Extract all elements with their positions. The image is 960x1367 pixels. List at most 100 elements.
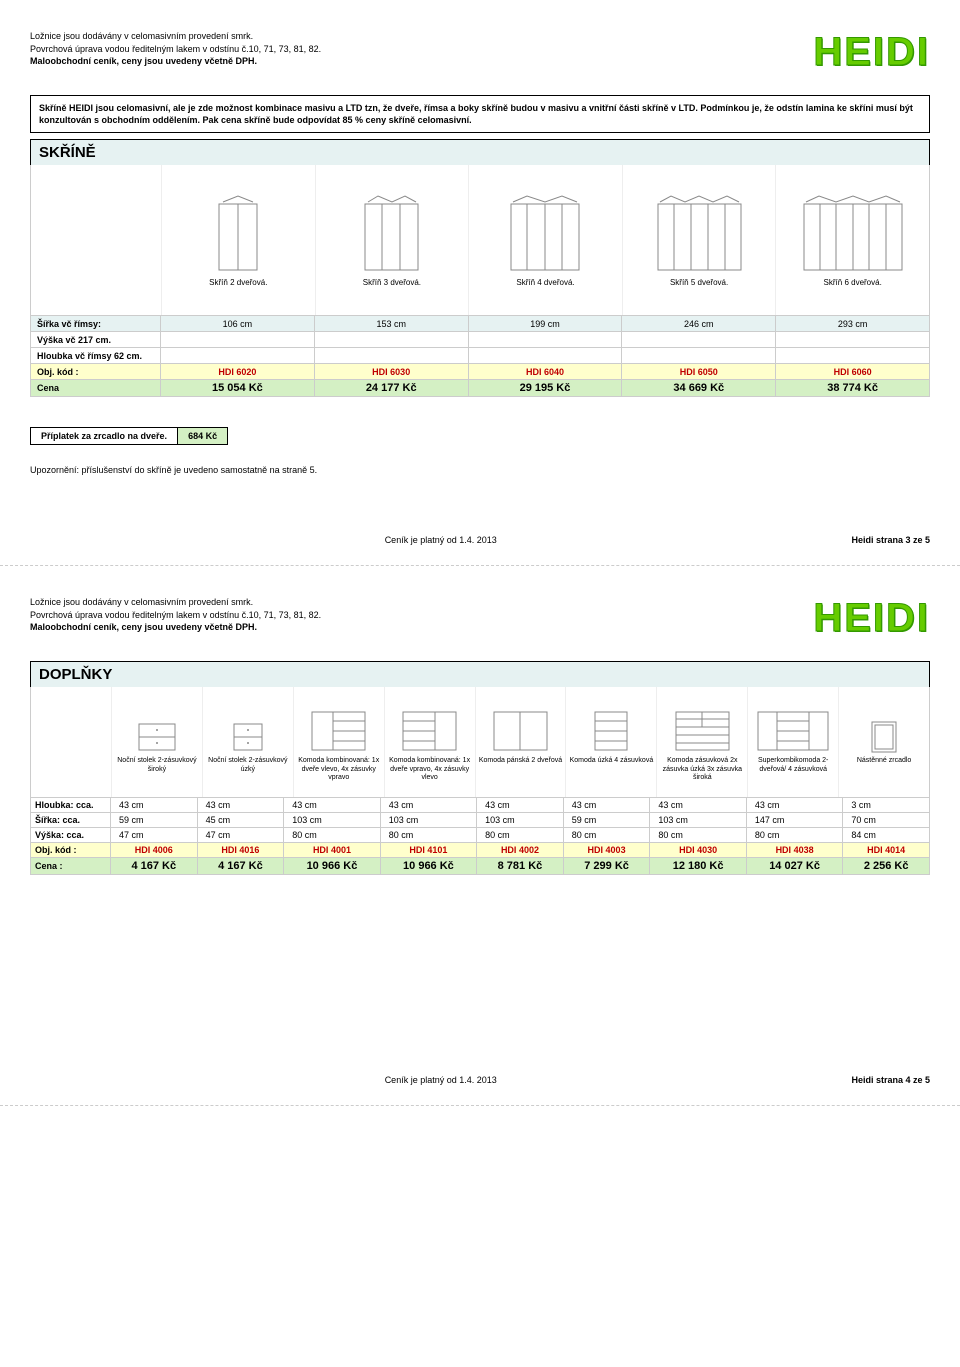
dresser-combo-left-icon: [311, 711, 366, 753]
dop-cap-0: Noční stolek 2-zásuvkový široký: [114, 757, 200, 789]
w1: 153 cm: [314, 316, 468, 332]
skrin-col-0: Skříň 2 dveřová.: [161, 165, 315, 315]
row-height: Výška vč 217 cm.: [31, 332, 930, 348]
intro-box: Skříně HEIDI jsou celomasivní, ale je zd…: [30, 95, 930, 133]
dop-col-5: Komoda úzká 4 zásuvková: [565, 687, 656, 797]
skrin-col-2: Skříň 4 dveřová.: [468, 165, 622, 315]
dresser-narrow-4drawer-icon: [594, 711, 628, 753]
caption: Skříň 4 dveřová.: [516, 278, 574, 287]
skrine-products: Skříň 2 dveřová. Skříň 3 dveřová. Skříň …: [30, 165, 930, 315]
row-dop-code: Obj. kód : HDI 4006HDI 4016HDI 4001HDI 4…: [31, 843, 930, 858]
header-line3: Maloobchodní ceník, ceny jsou uvedeny vč…: [30, 621, 321, 634]
p1: 24 177 Kč: [314, 380, 468, 397]
dresser-combo-right-icon: [402, 711, 457, 753]
width-label: Šířka vč římsy:: [31, 316, 161, 332]
dop-price-label: Cena :: [31, 858, 111, 875]
code-label: Obj. kód :: [31, 364, 161, 380]
dop-code-label: Obj. kód :: [31, 843, 111, 858]
caption: Skříň 6 dveřová.: [824, 278, 882, 287]
dop-cap-8: Nástěnné zrcadlo: [857, 757, 911, 789]
p3: 34 669 Kč: [622, 380, 776, 397]
price-label: Cena: [31, 380, 161, 397]
wardrobe-4-icon: [510, 194, 580, 272]
skrin-col-1: Skříň 3 dveřová.: [315, 165, 469, 315]
footer-left: Ceník je platný od 1.4. 2013: [385, 1075, 497, 1085]
extra-label: Příplatek za zrcadlo na dveře.: [31, 428, 177, 444]
header-text-4: Ložnice jsou dodávány v celomasivním pro…: [30, 596, 321, 634]
skrin-col-3: Skříň 5 dveřová.: [622, 165, 776, 315]
w4: 293 cm: [776, 316, 930, 332]
nightstand-narrow-icon: [233, 723, 263, 753]
page-3: Ložnice jsou dodávány v celomasivním pro…: [0, 0, 960, 566]
p2: 29 195 Kč: [468, 380, 622, 397]
c1: HDI 6030: [314, 364, 468, 380]
dop-col-8: Nástěnné zrcadlo: [838, 687, 929, 797]
depth-label: Hloubka vč římsy 62 cm.: [31, 348, 161, 364]
heidi-logo: HEIDI: [813, 30, 930, 75]
row-dop-price: Cena : 4 167 Kč4 167 Kč10 966 Kč10 966 K…: [31, 858, 930, 875]
header-line2: Povrchová úprava vodou ředitelným lakem …: [30, 609, 321, 622]
c4: HDI 6060: [776, 364, 930, 380]
section-title-skrine: SKŘÍNĚ: [30, 139, 930, 165]
mirror-surcharge-box: Příplatek za zrcadlo na dveře. 684 Kč: [30, 427, 228, 445]
header-line1: Ložnice jsou dodávány v celomasivním pro…: [30, 30, 321, 43]
footer-right: Heidi strana 4 ze 5: [851, 1075, 930, 1085]
c2: HDI 6040: [468, 364, 622, 380]
page-footer-3: Ceník je platný od 1.4. 2013 Heidi stran…: [30, 535, 930, 545]
w3: 246 cm: [622, 316, 776, 332]
sirka-label: Šířka: cca.: [31, 813, 111, 828]
dop-col-6: Komoda zásuvková 2x zásuvka úzká 3x zásu…: [656, 687, 747, 797]
nightstand-wide-icon: [138, 723, 176, 753]
w0: 106 cm: [161, 316, 315, 332]
header-line1: Ložnice jsou dodávány v celomasivním pro…: [30, 596, 321, 609]
dop-col-0: Noční stolek 2-zásuvkový široký: [111, 687, 202, 797]
height-label: Výška vč 217 cm.: [31, 332, 161, 348]
wardrobe-6-icon: [803, 194, 903, 272]
skrine-data-table: Šířka vč římsy: 106 cm 153 cm 199 cm 246…: [30, 315, 930, 397]
page-header-4: Ložnice jsou dodávány v celomasivním pro…: [30, 596, 930, 641]
skrin-col-4: Skříň 6 dveřová.: [775, 165, 929, 315]
page-4: Ložnice jsou dodávány v celomasivním pro…: [0, 566, 960, 1106]
note-text: Upozornění: příslušenství do skříně je u…: [30, 465, 930, 475]
caption: Skříň 2 dveřová.: [209, 278, 267, 287]
row-code: Obj. kód : HDI 6020 HDI 6030 HDI 6040 HD…: [31, 364, 930, 380]
dop-col-1: Noční stolek 2-zásuvkový úzký: [202, 687, 293, 797]
caption: Skříň 3 dveřová.: [363, 278, 421, 287]
dop-col-4: Komoda pánská 2 dveřová: [475, 687, 566, 797]
row-sirka: Šířka: cca. 59 cm45 cm103 cm103 cm103 cm…: [31, 813, 930, 828]
dop-cap-4: Komoda pánská 2 dveřová: [479, 757, 562, 789]
dop-cap-3: Komoda kombinovaná: 1x dveře vpravo, 4x …: [387, 757, 473, 789]
wardrobe-5-icon: [657, 194, 742, 272]
p0: 15 054 Kč: [161, 380, 315, 397]
wall-mirror-icon: [871, 721, 897, 753]
vyska-label: Výška: cca.: [31, 828, 111, 843]
dresser-drawers-mixed-icon: [675, 711, 730, 753]
dop-col-7: Superkombikomoda 2-dveřová/ 4 zásuvková: [747, 687, 838, 797]
extra-value: 684 Kč: [177, 428, 227, 444]
dop-cap-2: Komoda kombinovaná: 1x dveře vlevo, 4x z…: [296, 757, 382, 789]
header-text: Ložnice jsou dodávány v celomasivním pro…: [30, 30, 321, 68]
superkombi-dresser-icon: [757, 711, 829, 753]
c0: HDI 6020: [161, 364, 315, 380]
dop-cap-1: Noční stolek 2-zásuvkový úzký: [205, 757, 291, 789]
dop-cap-7: Superkombikomoda 2-dveřová/ 4 zásuvková: [750, 757, 836, 789]
dop-col-3: Komoda kombinovaná: 1x dveře vpravo, 4x …: [384, 687, 475, 797]
page-footer-4: Ceník je platný od 1.4. 2013 Heidi stran…: [30, 1075, 930, 1085]
doplnky-data-table: Hloubka: cca. 43 cm43 cm43 cm43 cm43 cm4…: [30, 797, 930, 875]
c3: HDI 6050: [622, 364, 776, 380]
w2: 199 cm: [468, 316, 622, 332]
row-vyska: Výška: cca. 47 cm47 cm80 cm80 cm80 cm80 …: [31, 828, 930, 843]
p4: 38 774 Kč: [776, 380, 930, 397]
heidi-logo: HEIDI: [813, 596, 930, 641]
row-price: Cena 15 054 Kč 24 177 Kč 29 195 Kč 34 66…: [31, 380, 930, 397]
caption: Skříň 5 dveřová.: [670, 278, 728, 287]
section-title-doplnky: DOPLŇKY: [30, 661, 930, 687]
dop-cap-5: Komoda úzká 4 zásuvková: [570, 757, 654, 789]
dresser-2door-icon: [493, 711, 548, 753]
page-header: Ložnice jsou dodávány v celomasivním pro…: [30, 30, 930, 75]
header-line2: Povrchová úprava vodou ředitelným lakem …: [30, 43, 321, 56]
wardrobe-3-icon: [364, 194, 419, 272]
row-hloubka: Hloubka: cca. 43 cm43 cm43 cm43 cm43 cm4…: [31, 798, 930, 813]
row-width: Šířka vč římsy: 106 cm 153 cm 199 cm 246…: [31, 316, 930, 332]
header-line3: Maloobchodní ceník, ceny jsou uvedeny vč…: [30, 55, 321, 68]
